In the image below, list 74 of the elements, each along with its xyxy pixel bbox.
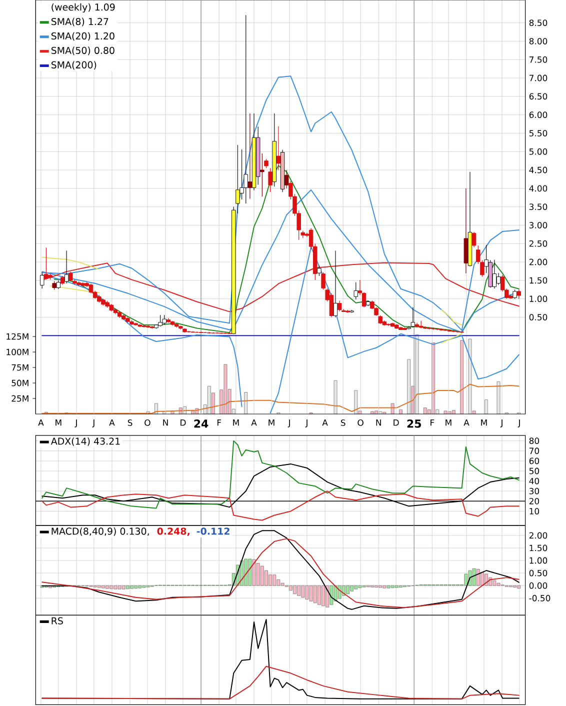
y2-tick-label: 50M [12, 380, 28, 386]
x-tick-label: N [163, 420, 168, 426]
x-tick-label: A [464, 420, 470, 426]
y-tick-label: 60 [529, 458, 540, 464]
y-tick-label: 3.00 [529, 222, 548, 228]
x-tick-label: A [251, 420, 257, 426]
legend-label: RS [52, 617, 63, 624]
y-tick-label: 0.00 [529, 582, 548, 589]
y-tick-label: 5.00 [529, 148, 548, 155]
x-tick-label: M [56, 420, 62, 426]
x-tick-label: 25 [407, 420, 421, 428]
annotation: 0.248, [157, 528, 190, 536]
legend-label: ADX(14) 43.21 [50, 437, 120, 446]
x-tick-label: J [288, 420, 290, 428]
x-tick-label: J [74, 420, 77, 428]
x-tick-label: S [340, 420, 346, 426]
legend-label: MACD(8,40,9) 0.130, [52, 527, 149, 536]
x-tick-label: S [128, 420, 132, 426]
legend-label: SMA(8) 1.27 [51, 18, 108, 26]
x-tick-label: M [481, 420, 487, 426]
x-tick-label: J [518, 420, 520, 428]
y-tick-label: 20 [529, 498, 540, 504]
x-tick-label: D [394, 420, 399, 426]
y-tick-label: 6.50 [529, 93, 548, 100]
x-tick-label: O [358, 420, 364, 426]
y-tick-label: 70 [530, 448, 540, 454]
y-tick-label: 1.50 [530, 544, 548, 552]
x-tick-label: F [430, 420, 434, 426]
y-tick-label: 4.00 [529, 185, 548, 192]
x-tick-label: M [446, 420, 452, 426]
y-tick-label: 2.00 [529, 258, 548, 266]
x-tick-label: A [109, 420, 115, 426]
x-tick-label: D [180, 420, 186, 426]
x-tick-label: A [38, 420, 44, 426]
x-tick-label: O [144, 420, 150, 426]
y2-tick-label: 100M [6, 348, 28, 356]
y-tick-label: 1.50 [530, 277, 548, 284]
legend-label: SMA(20) 1.20 [51, 32, 114, 41]
y2-tick-label: 75M [12, 364, 28, 371]
y-tick-label: 1.00 [530, 296, 548, 302]
x-tick-label: M [233, 420, 239, 426]
x-tick-label: J [305, 420, 308, 428]
x-tick-label: F [217, 420, 222, 426]
y-tick-label: 0.50 [529, 570, 548, 576]
y2-tick-label: 25M [12, 395, 28, 402]
y-tick-label: 30 [529, 488, 540, 494]
y-tick-label: 7.00 [530, 74, 548, 82]
y-tick-label: 4.50 [529, 166, 548, 174]
x-tick-label: A [322, 420, 328, 426]
y-tick-label: 1.00 [530, 557, 548, 564]
y-tick-label: 40 [529, 478, 540, 484]
y-tick-label: 5.50 [529, 130, 548, 136]
x-tick-label: M [268, 420, 274, 426]
y-tick-label: 50 [529, 468, 540, 474]
legend-label: SMA(50) 0.80 [51, 46, 114, 56]
x-tick-label: 24 [194, 420, 208, 428]
y-tick-label: 0.50 [529, 314, 548, 320]
y-tick-label: 7.50 [530, 56, 548, 63]
x-tick-label: N [376, 420, 381, 426]
y-tick-label: 6.00 [529, 112, 548, 118]
annotation: -0.112 [196, 528, 230, 535]
legend-label: SMA(200) [51, 61, 96, 70]
y-tick-label: 8.00 [529, 38, 548, 44]
x-tick-label: J [500, 420, 502, 428]
y2-tick-label: 125M [6, 333, 28, 340]
x-tick-label: J [92, 420, 94, 428]
y-tick-label: 10 [530, 508, 540, 514]
y-tick-label: 80 [529, 438, 540, 444]
y-tick-label: 8.50 [529, 20, 548, 26]
y-tick-label: -0.50 [529, 594, 550, 602]
chart-title: (weekly) 1.09 [52, 3, 115, 12]
y-tick-label: 2.00 [529, 532, 548, 539]
y-tick-label: 2.50 [529, 240, 548, 247]
y-tick-label: 3.50 [529, 204, 548, 210]
